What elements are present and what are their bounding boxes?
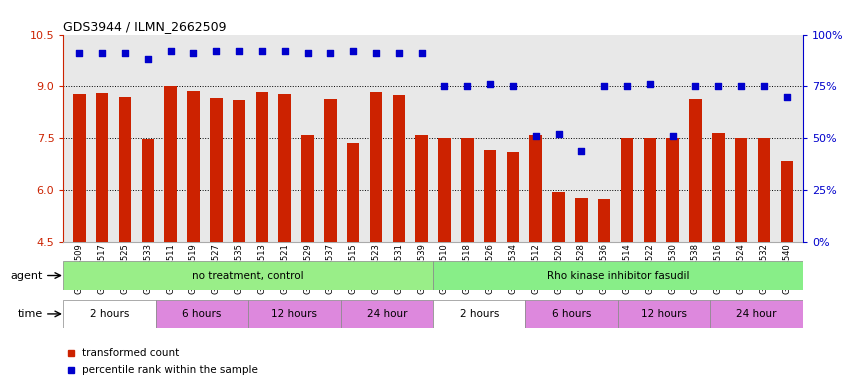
- Point: [711, 83, 724, 89]
- Bar: [780, 161, 793, 242]
- Bar: [118, 98, 131, 242]
- Bar: [347, 143, 359, 242]
- Bar: [141, 139, 154, 242]
- Point: [437, 83, 451, 89]
- Bar: [757, 137, 770, 242]
- Bar: [552, 192, 564, 242]
- Bar: [433, 300, 525, 328]
- Text: agent: agent: [10, 270, 42, 281]
- Point: [779, 94, 793, 100]
- Bar: [689, 99, 701, 242]
- Point: [369, 50, 382, 56]
- Bar: [617, 300, 710, 328]
- Text: 12 hours: 12 hours: [271, 309, 317, 319]
- Bar: [63, 261, 433, 290]
- Bar: [187, 91, 199, 242]
- Bar: [340, 300, 433, 328]
- Bar: [598, 199, 609, 242]
- Point: [187, 50, 200, 56]
- Bar: [666, 138, 678, 242]
- Point: [209, 48, 223, 54]
- Bar: [95, 93, 108, 242]
- Bar: [506, 152, 518, 242]
- Bar: [734, 137, 747, 242]
- Text: 6 hours: 6 hours: [182, 309, 221, 319]
- Point: [118, 50, 132, 56]
- Point: [597, 83, 610, 89]
- Point: [506, 83, 519, 89]
- Text: 6 hours: 6 hours: [551, 309, 591, 319]
- Point: [278, 48, 291, 54]
- Point: [255, 48, 268, 54]
- Bar: [620, 138, 632, 242]
- Bar: [301, 136, 313, 242]
- Point: [642, 81, 656, 88]
- Bar: [433, 261, 802, 290]
- Point: [483, 81, 496, 88]
- Bar: [370, 92, 381, 242]
- Text: 24 hour: 24 hour: [735, 309, 776, 319]
- Point: [164, 48, 177, 54]
- Bar: [484, 151, 495, 242]
- Point: [73, 50, 86, 56]
- Bar: [525, 300, 617, 328]
- Point: [141, 56, 154, 63]
- Bar: [324, 99, 336, 242]
- Bar: [711, 133, 724, 242]
- Bar: [415, 136, 427, 242]
- Bar: [210, 99, 222, 242]
- Bar: [279, 94, 290, 242]
- Text: 12 hours: 12 hours: [641, 309, 686, 319]
- Text: 2 hours: 2 hours: [89, 309, 129, 319]
- Point: [346, 48, 360, 54]
- Point: [665, 133, 679, 139]
- Text: Rho kinase inhibitor fasudil: Rho kinase inhibitor fasudil: [546, 270, 689, 281]
- Text: GDS3944 / ILMN_2662509: GDS3944 / ILMN_2662509: [63, 20, 226, 33]
- Bar: [461, 137, 473, 242]
- Point: [551, 131, 565, 137]
- Point: [756, 83, 770, 89]
- Point: [392, 50, 405, 56]
- Point: [574, 147, 587, 154]
- Point: [528, 133, 542, 139]
- Point: [619, 83, 633, 89]
- Bar: [575, 198, 587, 242]
- Bar: [529, 136, 541, 242]
- Point: [300, 50, 314, 56]
- Point: [323, 50, 337, 56]
- Bar: [643, 138, 655, 242]
- Point: [460, 83, 473, 89]
- Bar: [73, 94, 85, 242]
- Bar: [155, 300, 248, 328]
- Bar: [165, 86, 176, 242]
- Bar: [438, 138, 450, 242]
- Bar: [63, 300, 155, 328]
- Text: no treatment, control: no treatment, control: [192, 270, 304, 281]
- Text: time: time: [18, 309, 42, 319]
- Point: [733, 83, 747, 89]
- Point: [414, 50, 428, 56]
- Bar: [710, 300, 802, 328]
- Point: [232, 48, 246, 54]
- Bar: [256, 92, 268, 242]
- Text: 24 hour: 24 hour: [366, 309, 407, 319]
- Bar: [233, 99, 245, 242]
- Bar: [392, 95, 404, 242]
- Text: transformed count: transformed count: [82, 348, 179, 358]
- Text: 2 hours: 2 hours: [459, 309, 498, 319]
- Point: [688, 83, 701, 89]
- Point: [95, 50, 109, 56]
- Bar: [248, 300, 340, 328]
- Text: percentile rank within the sample: percentile rank within the sample: [82, 365, 257, 375]
